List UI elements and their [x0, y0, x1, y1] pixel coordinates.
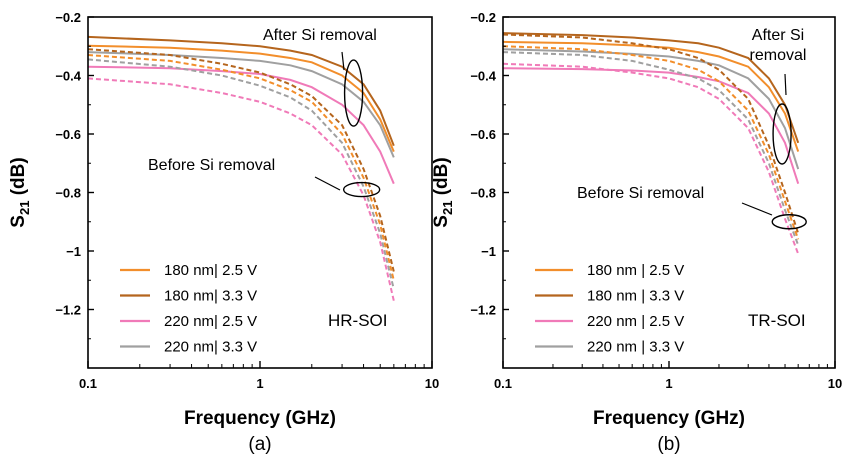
panel-caption: (a): [248, 434, 271, 455]
series-line-solid: [502, 40, 800, 152]
annotation-pointer: [784, 73, 787, 96]
annotation-before-si-removal: Before Si removal: [577, 185, 704, 202]
x-tick-label: 0.1: [494, 376, 512, 391]
y-tick-label: −0.2: [470, 10, 496, 25]
annotation-after-si-removal-line2: removal: [750, 47, 807, 64]
panel-caption: (b): [657, 434, 680, 455]
series-line-solid: [502, 67, 800, 185]
series-line-dashed: [502, 51, 800, 246]
series-line-dashed: [502, 33, 800, 234]
series-line-solid: [87, 44, 395, 152]
annotation-pointer: [741, 202, 773, 216]
y-tick-label: −1.2: [470, 303, 496, 318]
y-tick-label: −0.8: [55, 186, 81, 201]
substrate-label: TR-SOI: [748, 311, 806, 330]
series-line-dashed: [87, 77, 395, 301]
x-tick-label: 1: [256, 376, 263, 391]
x-tick-label: 10: [828, 376, 842, 391]
x-axis-title: Frequency (GHz): [593, 408, 745, 429]
series-line-dashed: [502, 45, 800, 240]
y-axis-title-main: S: [431, 215, 452, 228]
y-axis-title-main: S: [8, 215, 29, 228]
y-axis-title-unit: (dB): [8, 157, 29, 200]
legend-entry: 220 nm| 2.5 V: [164, 313, 257, 330]
chart-panel-b: −0.2 −0.4 −0.6 −0.8 −1 −1.2 0.1 1 10 Frequency (G…: [431, 10, 842, 455]
y-axis-title-subscript: 21: [440, 201, 455, 215]
y-tick-label: −0.6: [470, 127, 496, 142]
legend-entry: 220 nm | 3.3 V: [587, 339, 684, 356]
series-line-solid: [87, 51, 395, 158]
y-tick-label: −0.6: [55, 127, 81, 142]
legend-entry: 180 nm| 3.3 V: [164, 288, 257, 305]
x-axis-title: Frequency (GHz): [184, 408, 336, 429]
legend-entry: 180 nm | 3.3 V: [587, 288, 684, 305]
x-tick-label: 1: [665, 376, 672, 391]
annotation-pointer: [314, 176, 341, 191]
y-tick-label: −0.8: [470, 186, 496, 201]
y-tick-label: −1: [481, 244, 496, 259]
legend-entry: 180 nm | 2.5 V: [587, 262, 684, 279]
annotation-after-si-removal: After Si removal: [263, 27, 377, 44]
y-tick-label: −1: [66, 244, 81, 259]
y-tick-label: −0.4: [55, 69, 81, 84]
legend-entry: 220 nm | 2.5 V: [587, 313, 684, 330]
annotation-after-si-removal-line1: After Si: [752, 27, 804, 44]
x-tick-label: 0.1: [79, 376, 97, 391]
chart-panel-a: −0.2 −0.4 −0.6 −0.8 −1 −1.2 0.1 1 10 Frequency (G…: [8, 10, 439, 455]
legend-entry: 180 nm| 2.5 V: [164, 262, 257, 279]
annotation-ellipse: [343, 59, 364, 127]
series-line-dashed: [87, 54, 395, 281]
y-axis-title-subscript: 21: [17, 201, 32, 215]
series-line-dashed: [502, 62, 800, 255]
y-axis-title: S21 (dB): [8, 157, 32, 227]
y-tick-label: −0.2: [55, 10, 81, 25]
annotation-ellipse: [771, 214, 807, 230]
x-tick-label: 10: [425, 376, 439, 391]
series-line-dashed: [87, 58, 395, 290]
series-line-solid: [87, 35, 395, 147]
annotation-ellipse: [342, 181, 381, 198]
annotation-ellipse: [772, 103, 792, 165]
y-tick-label: −0.4: [470, 69, 496, 84]
series-line-solid: [502, 32, 800, 144]
annotation-pointer: [341, 51, 345, 71]
y-axis-title-unit: (dB): [431, 157, 452, 200]
series-line-solid: [502, 48, 800, 170]
series-line-solid: [87, 65, 395, 185]
substrate-label: HR-SOI: [328, 311, 388, 330]
series-line-dashed: [87, 48, 395, 272]
y-axis-title: S21 (dB): [431, 157, 455, 227]
y-tick-label: −1.2: [55, 303, 81, 318]
annotation-before-si-removal: Before Si removal: [148, 157, 275, 174]
legend-entry: 220 nm| 3.3 V: [164, 339, 257, 356]
annotation-after-si-removal: After Si removal: [750, 27, 807, 64]
